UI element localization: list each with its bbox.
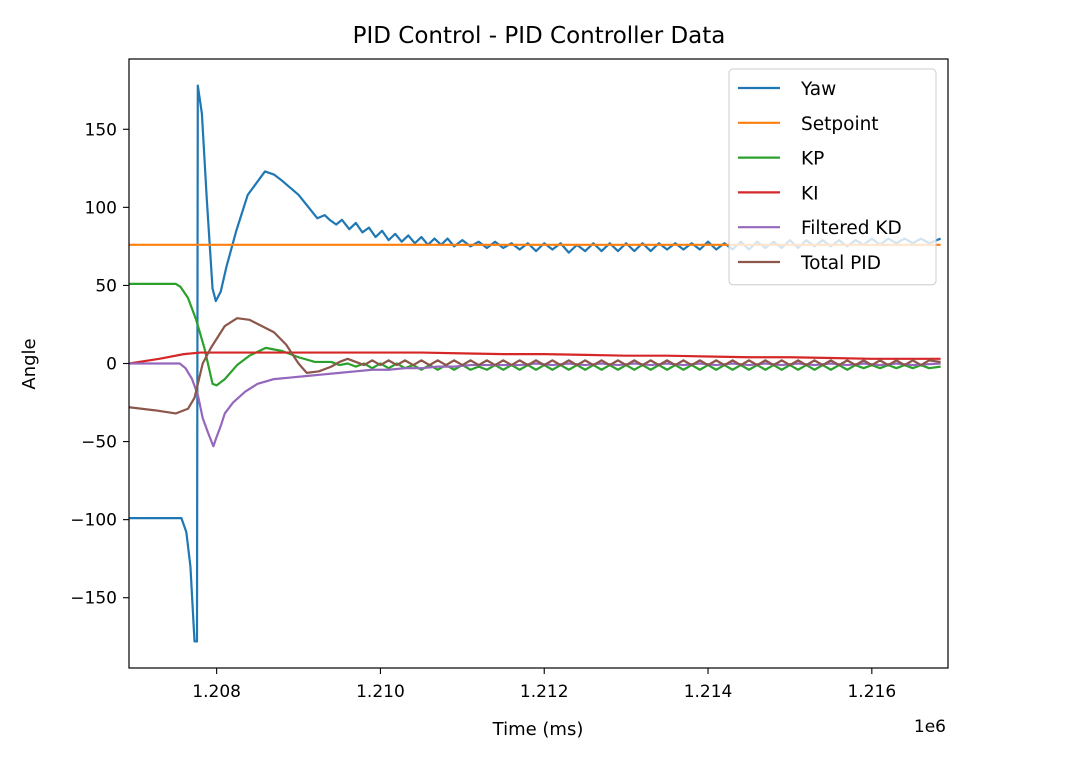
series-line-total-pid: [129, 317, 941, 415]
x-tick-label: 1.212: [520, 682, 569, 702]
y-tick-label: 150: [85, 120, 117, 140]
y-tick-label: −50: [81, 433, 117, 453]
legend-label-kp: KP: [801, 149, 824, 170]
x-tick-label: 1.216: [847, 682, 896, 702]
legend-label-setpoint: Setpoint: [801, 114, 879, 135]
axis-ticks: 1.208 1.210 1.212 1.214 1.216 −150 −100 −50 0 50 1…: [70, 120, 896, 702]
series-line-filtered-kd: [129, 362, 941, 448]
y-tick-label: 100: [85, 198, 117, 218]
series-line-ki: [129, 351, 941, 365]
x-tick-label: 1.208: [192, 682, 241, 702]
y-tick-label: −150: [70, 589, 117, 609]
y-tick-label: 50: [95, 276, 117, 296]
x-axis-offset-label: 1e6: [914, 717, 946, 737]
y-tick-label: −100: [70, 511, 117, 531]
series-line-kp: [129, 282, 941, 387]
legend-label-total-pid: Total PID: [800, 253, 881, 274]
y-axis-label: Angle: [19, 338, 40, 389]
legend: Yaw Setpoint KP KI Filtered KD Total PID: [728, 68, 937, 286]
legend-label-filtered-kd: Filtered KD: [801, 218, 902, 239]
y-tick-label: 0: [106, 355, 117, 375]
chart-title: PID Control - PID Controller Data: [353, 23, 726, 49]
x-tick-label: 1.214: [684, 682, 733, 702]
legend-label-ki: KI: [801, 183, 819, 204]
legend-label-yaw: Yaw: [800, 79, 836, 100]
legend-box: [728, 68, 937, 286]
x-tick-label: 1.210: [356, 682, 405, 702]
x-axis-label: Time (ms): [492, 719, 584, 740]
